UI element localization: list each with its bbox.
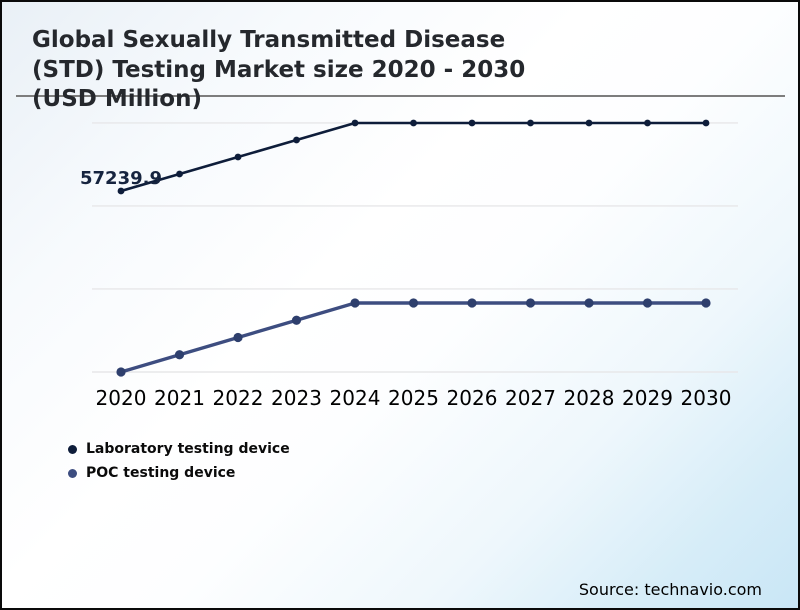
legend-marker-icon [68, 468, 77, 478]
legend: Laboratory testing device POC testing de… [68, 437, 290, 485]
legend-label-laboratory-testing-device: Laboratory testing device [86, 441, 290, 457]
x-tick-label-2030: 2030 [681, 386, 732, 410]
chart-title-line-3: (USD Million) [32, 86, 202, 112]
chart-title-line-1: Global Sexually Transmitted Disease [32, 27, 506, 53]
gridlines [92, 122, 738, 373]
legend-item-laboratory-testing-device: Laboratory testing device [68, 437, 290, 461]
series-lines [116, 119, 711, 377]
chart-title: Global Sexually Transmitted Disease (STD… [32, 26, 692, 115]
legend-marker-icon [68, 444, 77, 454]
title-divider-rule [16, 95, 785, 97]
legend-label-poc-testing-device: POC testing device [86, 465, 236, 481]
x-tick-label-2025: 2025 [388, 386, 439, 410]
x-tick-label-2020: 2020 [96, 386, 147, 410]
x-tick-label-2029: 2029 [622, 386, 673, 410]
x-axis-labels: 2020 2021 2022 2023 2024 2025 2026 2027 … [96, 386, 732, 410]
x-tick-label-2024: 2024 [330, 386, 381, 410]
legend-item-poc-testing-device: POC testing device [68, 461, 290, 485]
x-tick-label-2028: 2028 [564, 386, 615, 410]
data-label: 57239.9 [80, 168, 162, 189]
source-attribution: Source: technavio.com [578, 580, 762, 599]
x-tick-label-2027: 2027 [505, 386, 556, 410]
x-tick-label-2021: 2021 [154, 386, 205, 410]
x-tick-label-2022: 2022 [213, 386, 264, 410]
x-tick-label-2026: 2026 [447, 386, 498, 410]
chart-title-line-2: (STD) Testing Market size 2020 - 2030 [32, 56, 526, 83]
x-tick-label-2023: 2023 [271, 386, 322, 410]
